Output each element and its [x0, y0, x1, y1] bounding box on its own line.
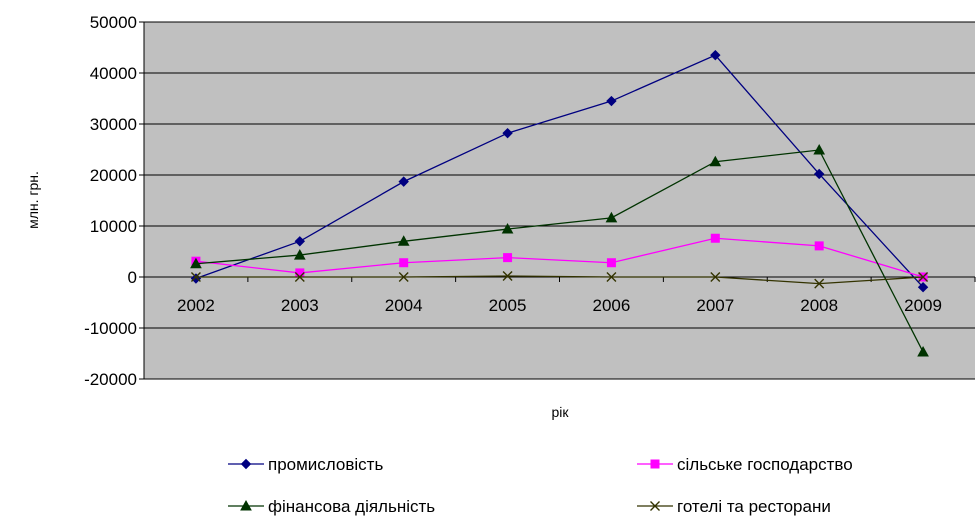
data-point [398, 272, 409, 282]
x-tick-label: 2008 [800, 296, 838, 315]
y-tick-label: 50000 [90, 13, 137, 32]
x-tick-label: 2004 [385, 296, 423, 315]
data-point [294, 272, 305, 282]
data-point [190, 272, 201, 282]
x-tick-label: 2009 [904, 296, 942, 315]
data-point [605, 211, 618, 223]
data-point [606, 258, 616, 268]
data-point [709, 155, 722, 167]
data-point [295, 268, 305, 278]
legend-label: готелі та ресторани [677, 497, 831, 516]
data-point [918, 272, 929, 282]
data-point [398, 176, 409, 187]
y-tick-label: -10000 [84, 319, 137, 338]
data-point [710, 272, 721, 282]
data-point [502, 127, 513, 139]
series-lines [190, 49, 929, 357]
legend-label: фінансова діяльність [268, 497, 435, 516]
data-point [710, 233, 720, 243]
data-point [293, 249, 306, 260]
x-tick-label: 2002 [177, 296, 215, 315]
x-tick-label: 2007 [696, 296, 734, 315]
data-point [813, 143, 826, 155]
series-4 [190, 270, 929, 289]
legend-label: промисловість [268, 455, 383, 474]
data-point [399, 258, 409, 268]
x-tick-label: 2003 [281, 296, 319, 315]
legend-item: готелі та ресторани [637, 497, 831, 516]
legend-swatch-marker [650, 501, 660, 511]
data-point [502, 270, 513, 281]
series-line [195, 275, 924, 285]
x-axis-title: рік [551, 404, 569, 420]
series-line [195, 237, 924, 278]
data-point [710, 49, 721, 61]
tick-labels: -20000 -10000 0 10000 20000 30000 40000 50000 20… [84, 13, 942, 389]
data-point [814, 278, 825, 289]
data-point [190, 257, 202, 269]
legend-item: сільське господарство [637, 455, 853, 474]
legend-item: промисловість [228, 455, 383, 474]
y-tick-label: 20000 [90, 166, 137, 185]
y-tick-label: 40000 [90, 64, 137, 83]
data-point [294, 236, 306, 247]
data-point [606, 272, 617, 282]
series-line [195, 149, 924, 353]
legend-swatch-marker [240, 499, 252, 511]
x-tick-label: 2006 [593, 296, 631, 315]
y-tick-label: 30000 [90, 115, 137, 134]
series-line [195, 54, 924, 288]
data-point [813, 168, 825, 180]
data-point [917, 345, 929, 357]
y-axis-title: млн. грн. [25, 171, 41, 229]
data-point [814, 241, 824, 251]
y-tick-label: 10000 [90, 217, 137, 236]
data-point [503, 253, 513, 263]
data-point [397, 235, 410, 246]
legend-label: сільське господарство [677, 455, 853, 474]
series-1 [190, 49, 929, 293]
data-point [501, 223, 514, 234]
legend: промисловість сільське господарство фінанс… [228, 455, 853, 516]
plot-area [144, 22, 975, 379]
legend-swatch-marker [240, 458, 252, 470]
y-tick-label: -20000 [84, 370, 137, 389]
legend-swatch-marker [650, 459, 660, 469]
gridlines [144, 21, 975, 380]
legend-item: фінансова діяльність [228, 497, 435, 516]
data-point [917, 281, 929, 293]
x-tick-label: 2005 [489, 296, 527, 315]
y-tick-label: 0 [128, 268, 137, 287]
series-3 [190, 143, 929, 357]
data-point [606, 95, 617, 107]
